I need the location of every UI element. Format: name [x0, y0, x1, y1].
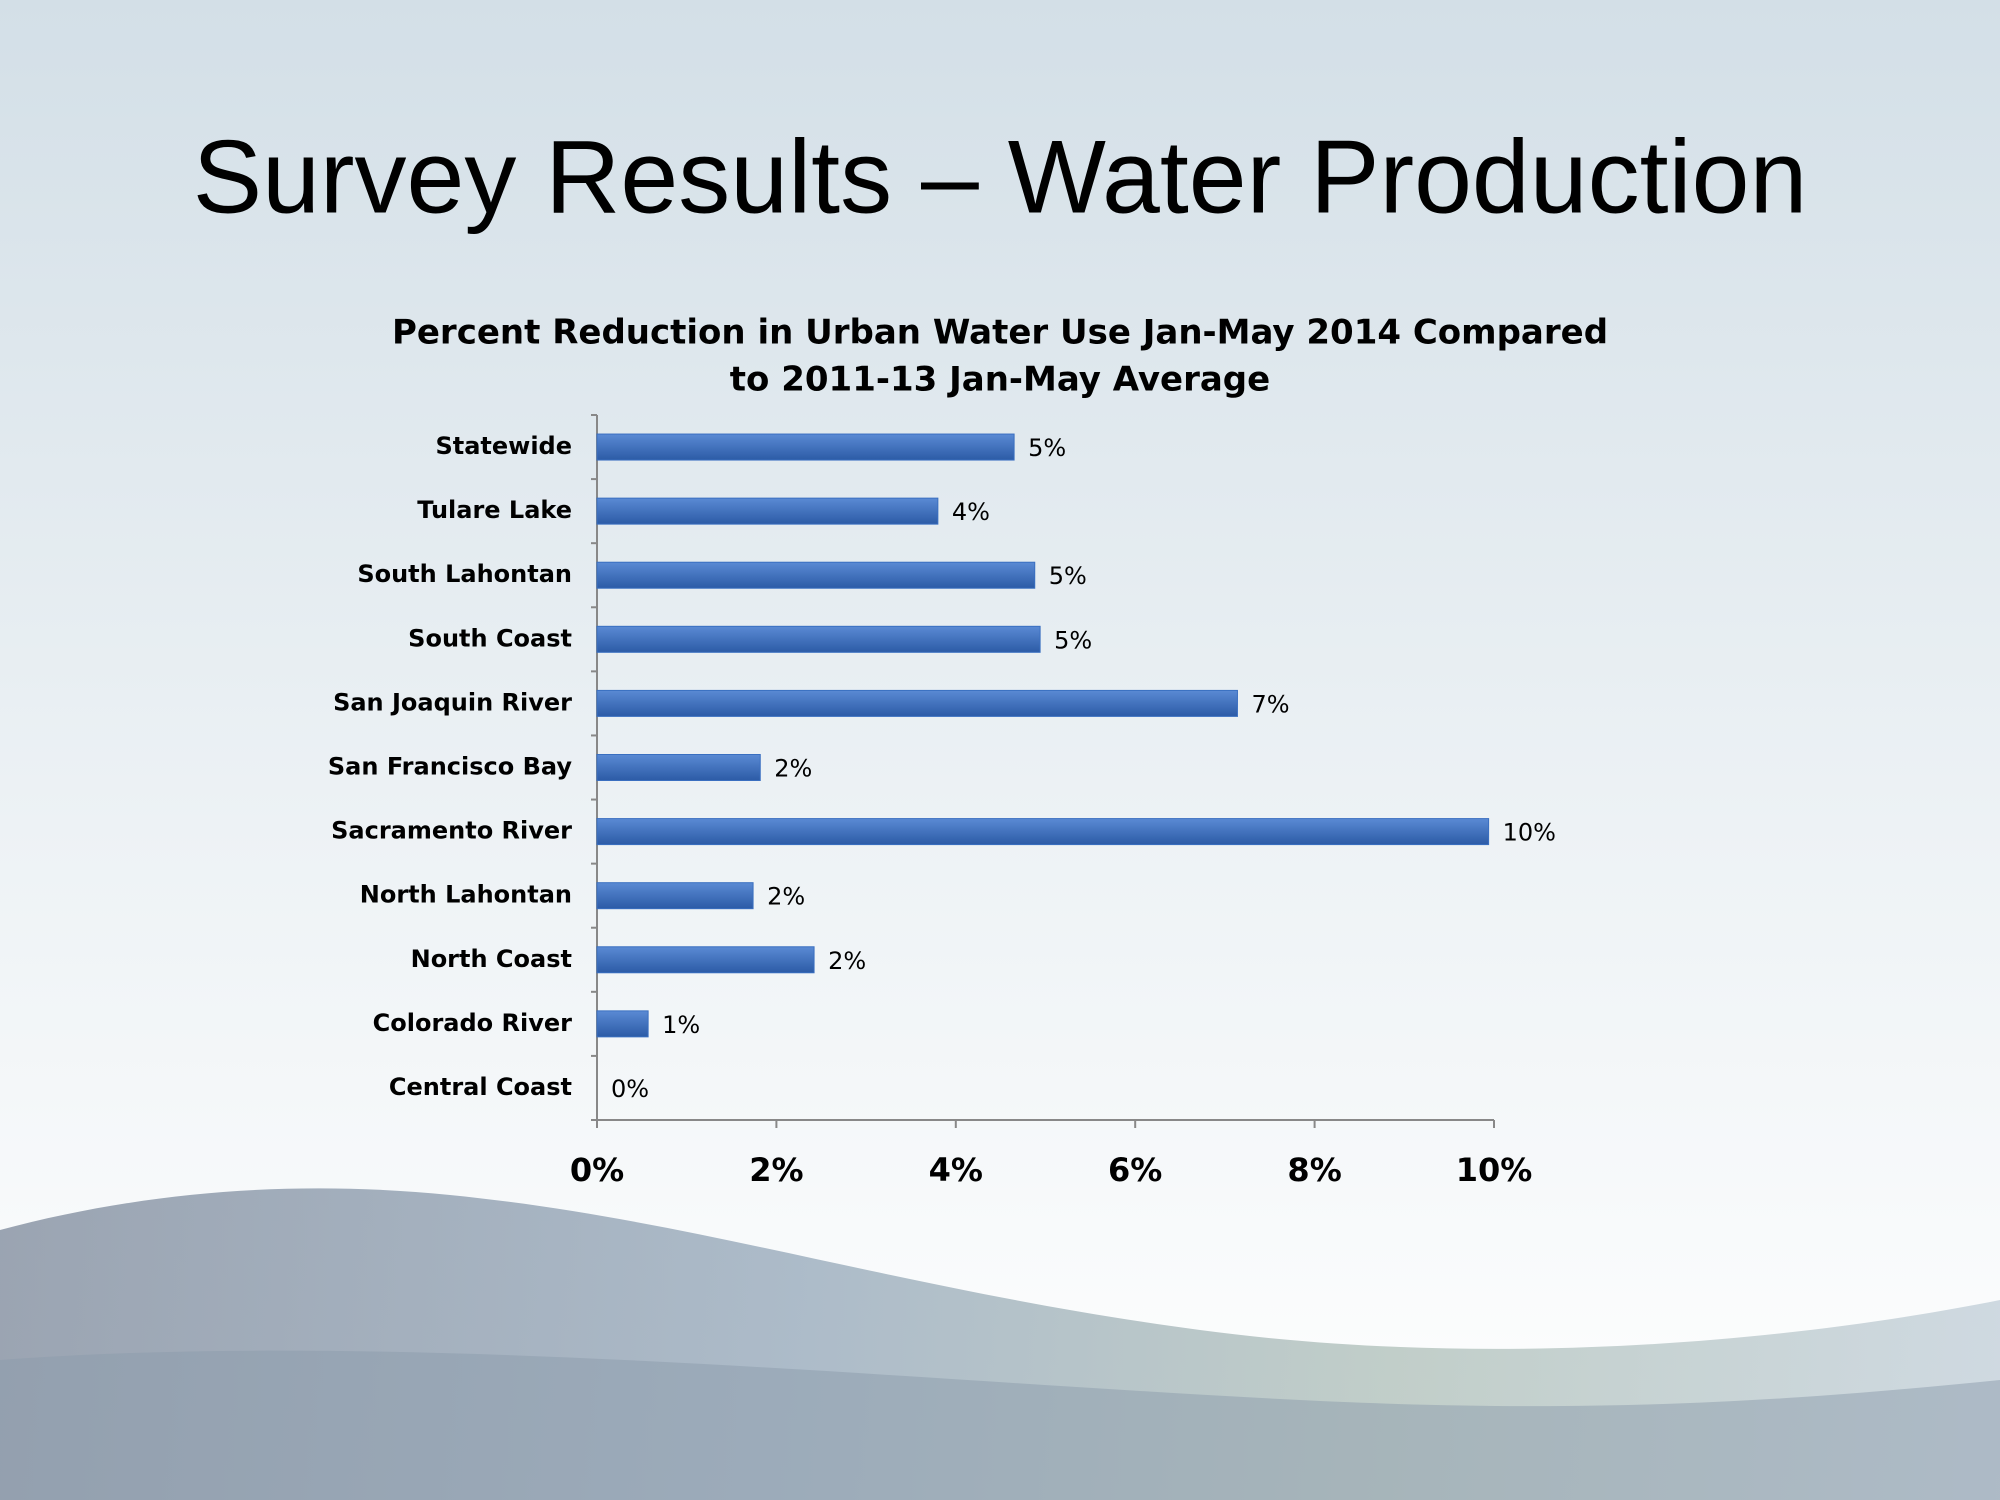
value-label: 1%	[662, 1011, 700, 1039]
value-label: 7%	[1251, 690, 1289, 718]
x-tick-label: 4%	[929, 1151, 983, 1189]
x-tick-label: 2%	[749, 1151, 803, 1189]
y-tick-label: Sacramento River	[331, 817, 572, 845]
background-water	[0, 1350, 2000, 1500]
y-tick-label: Colorado River	[373, 1009, 573, 1037]
y-tick-label: North Coast	[411, 945, 572, 973]
chart-title: Percent Reduction in Urban Water Use Jan…	[392, 313, 1608, 353]
bar	[596, 689, 1238, 717]
bar	[596, 561, 1036, 589]
value-label: 0%	[611, 1075, 649, 1103]
bar	[596, 1010, 649, 1038]
bar	[596, 946, 815, 974]
x-tick-label: 0%	[570, 1151, 624, 1189]
y-tick-label: South Lahontan	[357, 560, 572, 588]
value-label: 5%	[1054, 626, 1092, 654]
y-tick-label: North Lahontan	[360, 881, 572, 909]
value-label: 4%	[952, 498, 990, 526]
value-label: 10%	[1503, 819, 1556, 847]
chart-title: to 2011-13 Jan-May Average	[730, 360, 1270, 400]
value-label: 5%	[1028, 434, 1066, 462]
slide-title: Survey Results – Water Production	[193, 119, 1808, 235]
y-tick-label: Statewide	[435, 432, 572, 460]
value-label: 2%	[828, 947, 866, 975]
x-tick-label: 6%	[1108, 1151, 1162, 1189]
x-tick-label: 8%	[1287, 1151, 1341, 1189]
bar	[596, 882, 754, 910]
bar	[596, 433, 1015, 461]
y-tick-label: South Coast	[408, 624, 572, 652]
y-tick-label: Tulare Lake	[417, 496, 572, 524]
y-tick-label: San Joaquin River	[333, 688, 572, 716]
y-tick-label: San Francisco Bay	[328, 753, 572, 781]
value-label: 2%	[767, 883, 805, 911]
bar	[596, 625, 1041, 653]
bar	[596, 497, 939, 525]
value-label: 5%	[1049, 562, 1087, 590]
bar	[596, 754, 761, 781]
y-tick-label: Central Coast	[389, 1073, 572, 1101]
x-tick-label: 10%	[1456, 1151, 1533, 1189]
value-label: 2%	[774, 755, 812, 783]
bar	[596, 818, 1490, 846]
